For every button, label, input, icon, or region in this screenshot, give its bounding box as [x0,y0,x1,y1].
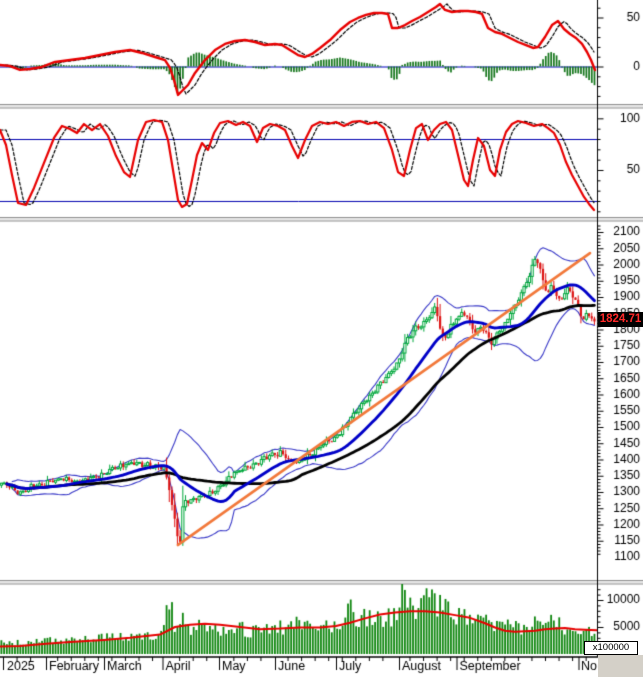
last-price-tag: 1824.71 [598,312,643,327]
volume-unit-label: x100000 [584,641,638,655]
corner-resize-area [598,655,643,677]
